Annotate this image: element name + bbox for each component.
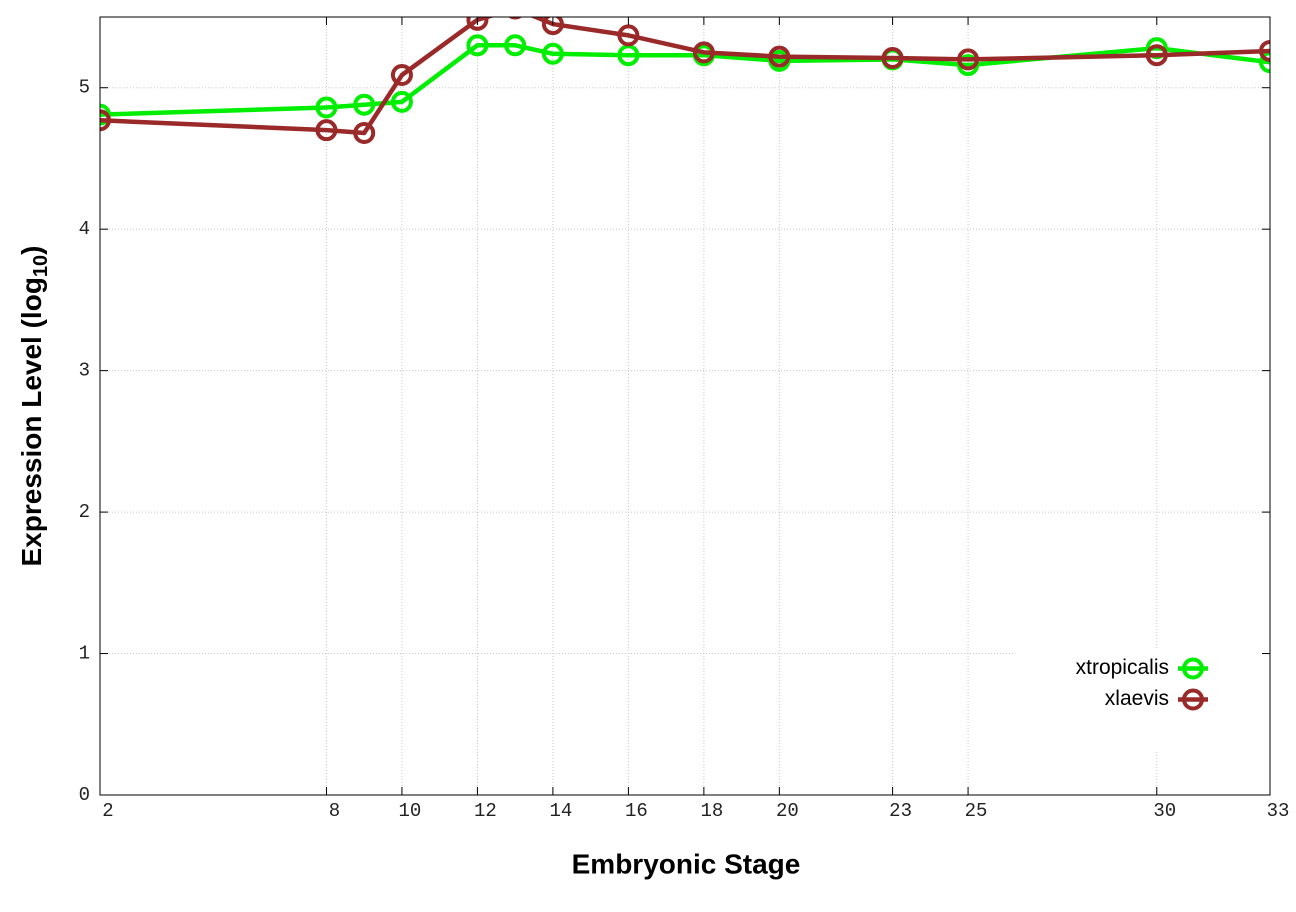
- y-axis-title-subscript: 10: [30, 255, 52, 277]
- point-marker: [353, 93, 376, 116]
- series-line: [100, 43, 1270, 117]
- point-marker: [541, 17, 564, 36]
- y-axis-title-main: Expression Level (log: [16, 277, 47, 566]
- y-tick-label: 3: [79, 360, 90, 382]
- y-tick-label: 5: [79, 77, 90, 99]
- x-tick-label: 10: [399, 800, 422, 822]
- point-marker: [390, 90, 413, 113]
- point-marker: [100, 109, 111, 132]
- point-marker: [353, 121, 376, 144]
- point-marker: [1259, 51, 1270, 74]
- x-tick-label: 33: [1267, 800, 1290, 822]
- point-marker: [315, 119, 338, 142]
- legend-marker: [1182, 657, 1204, 680]
- x-tick-label: 2: [102, 800, 113, 822]
- point-marker: [315, 96, 338, 119]
- point-marker: [1259, 39, 1270, 62]
- y-axis-title-close: ): [16, 246, 47, 255]
- x-tick-label: 30: [1153, 800, 1176, 822]
- point-marker: [1145, 44, 1168, 67]
- point-marker: [504, 34, 527, 57]
- series-line: [100, 17, 1270, 136]
- y-tick-label: 1: [79, 643, 90, 665]
- point-marker: [768, 45, 791, 68]
- legend-label: xtropicalis: [1076, 656, 1169, 679]
- x-tick-label: 23: [889, 800, 912, 822]
- y-tick-label: 4: [79, 218, 90, 240]
- point-marker: [957, 48, 980, 71]
- legend-marker: [1182, 688, 1204, 711]
- x-tick-label: 14: [549, 800, 572, 822]
- point-marker: [541, 42, 564, 65]
- point-marker: [508, 17, 523, 20]
- x-axis-title: Embryonic Stage: [572, 848, 801, 879]
- point-marker: [692, 41, 715, 64]
- legend-background: [1013, 649, 1268, 751]
- point-marker: [466, 17, 489, 31]
- legend-label: xlaevis: [1105, 687, 1169, 710]
- x-tick-label: 25: [965, 800, 988, 822]
- plot-frame: [99, 16, 1271, 796]
- y-axis-title: Expression Level (log10): [16, 246, 52, 567]
- x-tick-label: 20: [776, 800, 799, 822]
- y-tick-label: 0: [79, 784, 90, 806]
- point-marker: [617, 24, 640, 47]
- point-marker: [390, 63, 413, 86]
- point-marker: [466, 34, 489, 57]
- y-tick-label: 2: [79, 501, 90, 523]
- point-marker: [881, 47, 904, 70]
- x-tick-label: 18: [700, 800, 723, 822]
- x-tick-label: 8: [329, 800, 340, 822]
- legend-box: [1013, 649, 1268, 751]
- x-tick-label: 16: [625, 800, 648, 822]
- plot-area: [100, 17, 1270, 144]
- x-tick-label: 12: [474, 800, 497, 822]
